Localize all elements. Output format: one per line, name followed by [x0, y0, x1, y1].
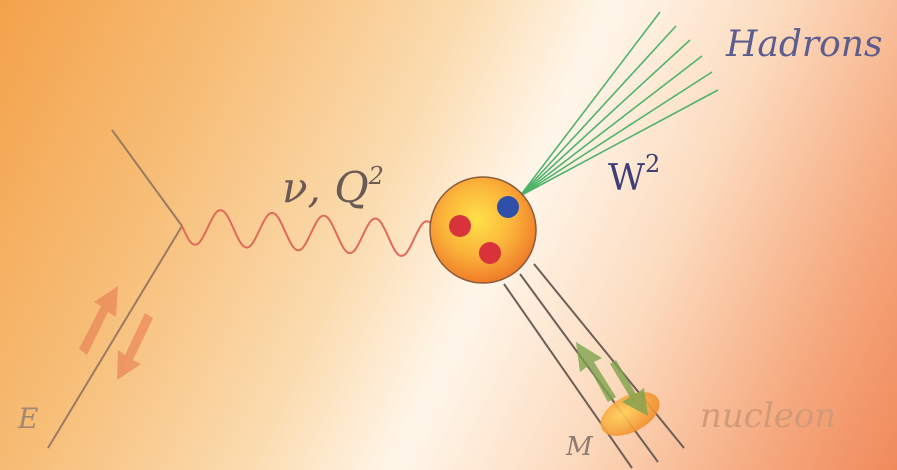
photon-label-exponent: 2 — [369, 162, 384, 190]
hadrons-label: Hadrons — [726, 24, 882, 65]
quark-red-2 — [479, 242, 501, 264]
nucleon-label: nucleon — [700, 396, 836, 436]
photon-label: ν, Q2 — [282, 162, 384, 212]
w-exponent: 2 — [645, 150, 660, 178]
target-mass-label: M — [566, 432, 593, 462]
photon-label-base: ν, Q — [282, 163, 369, 212]
spin-up-arrow — [79, 286, 118, 355]
nucleon-ball — [430, 177, 536, 283]
quark-blue — [497, 196, 519, 218]
incoming-electron-line — [112, 130, 182, 226]
w-squared-label: W2 — [608, 150, 660, 199]
nucleon-spin-up-arrow — [576, 342, 616, 402]
w-base: W — [608, 158, 645, 199]
electron-energy-label: E — [18, 402, 38, 435]
virtual-photon-wave — [182, 210, 440, 256]
outgoing-electron-line — [48, 226, 182, 448]
quark-red-1 — [449, 215, 471, 237]
double-arrow-icon — [79, 286, 153, 380]
